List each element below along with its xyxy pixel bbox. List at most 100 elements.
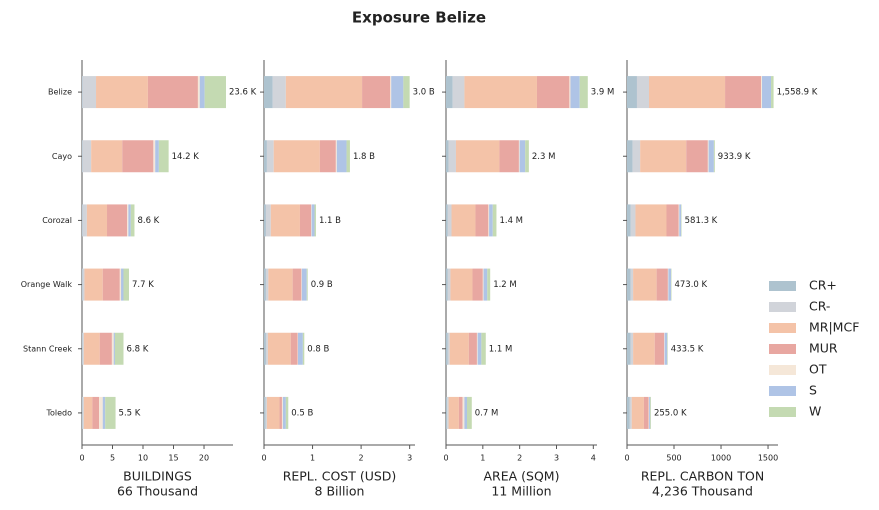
bar-segment xyxy=(111,332,114,365)
bar-segment xyxy=(483,268,488,301)
bar-segment xyxy=(121,268,124,301)
bar-segment xyxy=(265,396,267,429)
legend-swatch xyxy=(769,344,796,354)
bar-segment xyxy=(678,204,680,237)
bar-segment xyxy=(204,76,226,109)
x-tick-label: 4 xyxy=(591,454,596,463)
bar-segment xyxy=(686,140,708,173)
x-axis-label: 11 Million xyxy=(491,484,551,499)
bar-segment xyxy=(403,76,410,109)
total-label: 581.3 K xyxy=(685,216,718,226)
bar-segment xyxy=(632,140,641,173)
bar-segment xyxy=(446,396,448,429)
bar-segment xyxy=(290,332,298,365)
x-tick-label: 1 xyxy=(310,454,315,463)
bar-segment xyxy=(667,332,668,365)
bar-segment xyxy=(499,140,519,173)
bar-segment xyxy=(458,396,463,429)
bar-segment xyxy=(630,268,634,301)
bar-segment xyxy=(492,204,497,237)
bar-segment xyxy=(265,204,271,237)
bar-segment xyxy=(518,140,520,173)
x-tick-label: 0 xyxy=(443,454,448,463)
bar-segment xyxy=(447,204,452,237)
bar-segment xyxy=(627,396,630,429)
bar-segment xyxy=(725,76,762,109)
x-tick-label: 0 xyxy=(79,454,84,463)
total-label: 2.3 M xyxy=(532,152,556,162)
bar-segment xyxy=(472,268,483,301)
bar-segment xyxy=(82,204,87,237)
bar-segment xyxy=(82,76,97,109)
bar-segment xyxy=(99,332,112,365)
bar-segment xyxy=(86,204,108,237)
bar-segment xyxy=(299,204,312,237)
bar-segment xyxy=(319,140,336,173)
chart-title: Exposure Belize xyxy=(352,9,486,27)
bar-segment xyxy=(489,204,493,237)
bar-segment xyxy=(82,396,83,429)
bar-segment xyxy=(761,76,763,109)
bar-segment xyxy=(464,396,467,429)
total-label: 14.2 K xyxy=(172,152,200,162)
bar-segment xyxy=(265,332,268,365)
total-label: 433.5 K xyxy=(671,344,704,354)
total-label: 23.6 K xyxy=(229,88,257,98)
y-tick-label: Orange Walk xyxy=(21,280,73,289)
bar-segment xyxy=(666,204,679,237)
bar-segment xyxy=(268,268,293,301)
total-label: 7.7 K xyxy=(132,280,154,290)
x-axis-label: REPL. CARBON TON xyxy=(641,469,764,484)
bar-segment xyxy=(569,76,571,109)
bar-segment xyxy=(633,268,657,301)
bar-segment xyxy=(96,76,148,109)
total-label: 1.4 M xyxy=(499,216,523,226)
total-label: 5.5 K xyxy=(119,408,141,418)
bar-segment xyxy=(199,76,205,109)
bar-segment xyxy=(122,140,154,173)
bar-segment xyxy=(270,204,300,237)
bar-segment xyxy=(464,76,537,109)
legend-swatch xyxy=(769,281,796,291)
bar-segment xyxy=(447,396,449,429)
bar-segment xyxy=(99,396,103,429)
bar-segment xyxy=(264,76,273,109)
legend-swatch xyxy=(769,323,796,333)
legend-label: S xyxy=(809,383,817,398)
legend-swatch xyxy=(769,386,796,396)
bar-segment xyxy=(649,396,651,429)
bar-segment xyxy=(82,332,84,365)
bar-segment xyxy=(708,140,714,173)
total-label: 6.8 K xyxy=(126,344,148,354)
bar-segment xyxy=(579,76,588,109)
bar-segment xyxy=(264,268,266,301)
legend-label: W xyxy=(809,404,821,419)
bar-segment xyxy=(448,140,456,173)
x-tick-label: 15 xyxy=(168,454,178,463)
bar-segment xyxy=(82,140,92,173)
x-tick-label: 500 xyxy=(666,454,681,463)
bar-segment xyxy=(265,268,269,301)
bar-segment xyxy=(762,76,772,109)
bar-segment xyxy=(488,204,490,237)
bar-segment xyxy=(462,396,465,429)
bar-segment xyxy=(679,204,682,237)
bar-segment xyxy=(335,140,337,173)
x-tick-label: 20 xyxy=(199,454,209,463)
total-label: 0.9 B xyxy=(311,280,333,290)
total-label: 1.8 B xyxy=(353,152,375,162)
bar-segment xyxy=(119,268,122,301)
bar-segment xyxy=(82,396,84,429)
bar-segment xyxy=(128,204,131,237)
total-label: 0.5 B xyxy=(291,408,313,418)
bar-segment xyxy=(306,268,308,301)
total-label: 8.6 K xyxy=(137,216,159,226)
total-label: 1,558.9 K xyxy=(777,88,818,98)
bar-segment xyxy=(123,268,129,301)
bar-segment xyxy=(468,332,477,365)
bar-segment xyxy=(155,140,159,173)
bar-segment xyxy=(285,396,289,429)
bar-segment xyxy=(668,268,672,301)
bar-segment xyxy=(105,396,116,429)
